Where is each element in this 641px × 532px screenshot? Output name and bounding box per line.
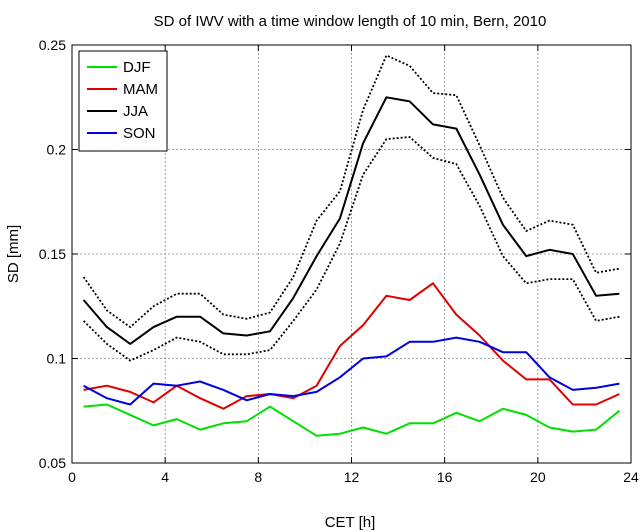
x-tick-label: 0 (68, 469, 76, 485)
series-line-mam (83, 282, 620, 410)
x-tick-label: 8 (254, 469, 262, 485)
legend-label: DJF (123, 59, 151, 76)
tick-layer: 0 4 8 12 16 20 24 0.05 0.1 0.15 0.2 0.25 (39, 37, 639, 485)
y-tick-label: 0.25 (39, 37, 66, 53)
x-tick-label: 20 (530, 469, 546, 485)
series-line-djf (83, 403, 621, 437)
series-line-son (83, 336, 620, 406)
series-line-jja-bound (82, 54, 620, 329)
y-tick-label: 0.05 (39, 455, 66, 471)
legend-label: JJA (123, 103, 148, 120)
chart-title: SD of IWV with a time window length of 1… (154, 13, 547, 30)
y-tick-label: 0.15 (39, 246, 66, 262)
legend-label: MAM (123, 81, 158, 98)
legend-label: SON (123, 125, 156, 142)
x-tick-label: 24 (623, 469, 639, 485)
legend: DJF MAM JJA SON (78, 50, 168, 152)
series-line-jja-bound (82, 136, 620, 362)
y-tick-label: 0.1 (47, 351, 67, 367)
x-axis-label: CET [h] (325, 514, 376, 531)
y-tick-label: 0.2 (47, 142, 67, 158)
series-line-jja (82, 96, 620, 345)
series-layer (82, 54, 621, 437)
x-tick-label: 12 (344, 469, 360, 485)
x-tick-label: 4 (161, 469, 169, 485)
y-axis-label: SD [mm] (5, 225, 22, 283)
x-tick-label: 16 (437, 469, 453, 485)
